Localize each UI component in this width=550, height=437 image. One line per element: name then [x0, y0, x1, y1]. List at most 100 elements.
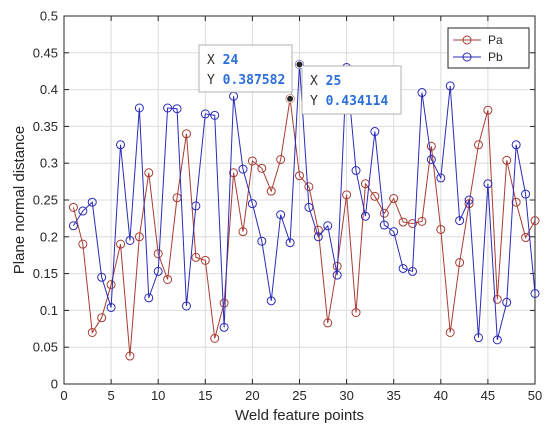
data-point[interactable] [379, 220, 389, 230]
data-point[interactable] [511, 197, 521, 207]
data-point[interactable] [313, 232, 323, 242]
data-point[interactable] [229, 168, 239, 178]
data-point[interactable] [483, 179, 493, 189]
data-point[interactable] [181, 129, 191, 139]
data-point[interactable] [266, 296, 276, 306]
data-point[interactable] [426, 141, 436, 151]
data-point[interactable] [219, 322, 229, 332]
data-point[interactable] [417, 88, 427, 98]
data-point[interactable] [511, 140, 521, 150]
data-point[interactable] [436, 224, 446, 234]
data-point[interactable] [68, 202, 78, 212]
data-point[interactable] [210, 110, 220, 120]
data-point[interactable] [134, 232, 144, 242]
data-point[interactable] [266, 186, 276, 196]
data-point[interactable] [370, 127, 380, 137]
data-point[interactable] [200, 255, 210, 265]
datatip-pa[interactable]: X 24Y 0.387582 [198, 44, 295, 103]
data-point[interactable] [106, 280, 116, 290]
data-point[interactable] [464, 199, 474, 209]
x-tick-label: 40 [434, 388, 448, 403]
data-point[interactable] [455, 258, 465, 268]
data-point[interactable] [473, 333, 483, 343]
data-point[interactable] [408, 266, 418, 276]
data-point[interactable] [191, 252, 201, 262]
data-point[interactable] [238, 227, 248, 237]
data-point[interactable] [247, 199, 257, 209]
data-point[interactable] [125, 235, 135, 245]
data-point[interactable] [106, 302, 116, 312]
data-point[interactable] [379, 208, 389, 218]
axis-ticks: 0 5 10 15 20 25 30 35 40 45 50 0 0.05 0.1 0.15 0.2 0.25 0… [33, 9, 543, 404]
data-point[interactable] [68, 221, 78, 231]
data-point[interactable] [408, 219, 418, 229]
data-point[interactable] [295, 171, 304, 181]
data-point[interactable] [116, 140, 126, 150]
data-point[interactable] [332, 270, 342, 280]
data-point[interactable] [389, 227, 399, 237]
data-point[interactable] [304, 202, 314, 212]
data-point[interactable] [483, 105, 493, 115]
data-point[interactable] [78, 206, 88, 216]
data-point[interactable] [144, 293, 154, 303]
data-point[interactable] [455, 216, 465, 226]
legend-entry-pb[interactable]: Pb [453, 50, 503, 64]
data-point[interactable] [323, 318, 333, 328]
data-point[interactable] [426, 155, 436, 165]
data-point[interactable] [238, 164, 248, 174]
data-point[interactable] [445, 81, 455, 91]
data-point[interactable] [530, 288, 540, 298]
data-point[interactable] [502, 297, 512, 307]
data-point[interactable] [276, 155, 286, 165]
data-point[interactable] [257, 236, 267, 246]
data-point[interactable] [172, 104, 182, 114]
data-point[interactable] [87, 197, 97, 207]
data-point[interactable] [276, 210, 286, 220]
data-point[interactable] [492, 335, 502, 345]
data-point[interactable] [144, 168, 154, 178]
data-point[interactable] [257, 163, 267, 173]
data-point[interactable] [351, 308, 361, 318]
datatip-pb[interactable]: X 25Y 0.434114 [295, 60, 402, 115]
data-point[interactable] [492, 294, 502, 304]
data-point[interactable] [116, 239, 126, 249]
datatip-box [301, 65, 402, 115]
data-point[interactable] [219, 298, 229, 308]
data-point[interactable] [191, 201, 201, 211]
data-point[interactable] [87, 327, 97, 337]
data-point[interactable] [502, 155, 512, 165]
data-point[interactable] [398, 217, 408, 227]
data-point[interactable] [417, 216, 427, 226]
data-point[interactable] [78, 239, 88, 249]
data-point[interactable] [247, 156, 257, 166]
data-point[interactable] [153, 266, 163, 276]
data-point[interactable] [351, 166, 361, 176]
data-point[interactable] [473, 140, 483, 150]
legend-entry-pa[interactable]: Pa [453, 33, 503, 47]
data-point[interactable] [210, 333, 220, 343]
data-point[interactable] [464, 195, 474, 205]
data-point[interactable] [521, 189, 531, 199]
data-point[interactable] [163, 103, 173, 113]
data-point[interactable] [163, 274, 173, 284]
data-point[interactable] [360, 211, 370, 221]
data-point[interactable] [285, 238, 295, 248]
data-point[interactable] [436, 173, 446, 183]
data-point[interactable] [398, 263, 408, 273]
data-point[interactable] [153, 249, 163, 259]
data-point[interactable] [323, 221, 333, 231]
data-point[interactable] [389, 194, 399, 204]
data-point[interactable] [313, 225, 323, 235]
data-point[interactable] [97, 272, 107, 282]
data-point[interactable] [134, 103, 144, 113]
data-point[interactable] [97, 313, 107, 323]
data-point[interactable] [125, 351, 135, 361]
data-point[interactable] [342, 190, 352, 200]
data-point[interactable] [181, 301, 191, 311]
data-point[interactable] [445, 327, 455, 337]
data-point[interactable] [200, 109, 210, 119]
y-axis-title: Plane normal distance [11, 126, 28, 274]
data-point[interactable] [370, 191, 380, 201]
data-point[interactable] [530, 216, 540, 226]
data-point[interactable] [304, 182, 314, 192]
